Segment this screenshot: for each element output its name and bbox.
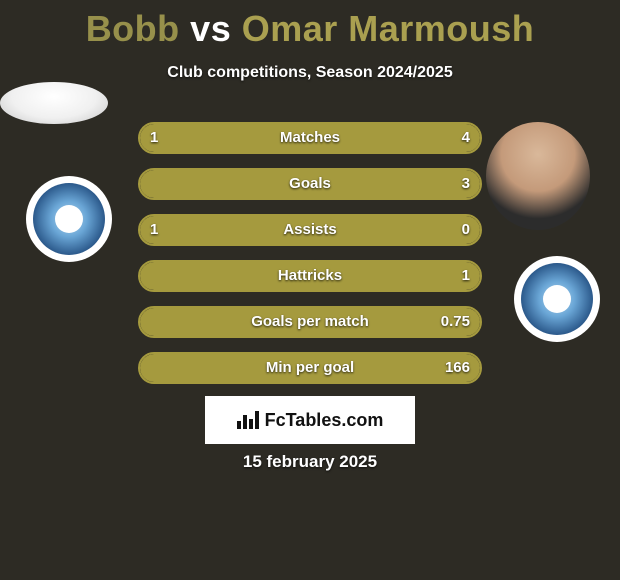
stat-row: 166Min per goal (138, 352, 482, 384)
player1-name: Bobb (86, 8, 180, 49)
bars-icon (237, 411, 259, 429)
stat-row: 10Assists (138, 214, 482, 246)
stat-label: Goals per match (140, 308, 480, 336)
source-badge: FcTables.com (205, 396, 415, 444)
stat-label: Matches (140, 124, 480, 152)
date-text: 15 february 2025 (0, 452, 620, 472)
stat-label: Assists (140, 216, 480, 244)
player1-club-badge (26, 176, 112, 262)
player2-club-badge (514, 256, 600, 342)
comparison-title: Bobb vs Omar Marmoush (0, 0, 620, 50)
stat-label: Hattricks (140, 262, 480, 290)
subtitle: Club competitions, Season 2024/2025 (0, 64, 620, 82)
stats-container: 14Matches 3Goals 10Assists 1Hattricks 0.75Go… (138, 122, 482, 398)
stat-row: 1Hattricks (138, 260, 482, 292)
player2-name: Omar Marmoush (242, 8, 535, 49)
stat-row: 0.75Goals per match (138, 306, 482, 338)
vs-text: vs (190, 8, 231, 49)
stat-row: 3Goals (138, 168, 482, 200)
stat-row: 14Matches (138, 122, 482, 154)
player1-avatar (0, 82, 108, 124)
stat-label: Min per goal (140, 354, 480, 382)
source-text: FcTables.com (265, 410, 384, 431)
stat-label: Goals (140, 170, 480, 198)
player2-avatar (486, 122, 590, 230)
